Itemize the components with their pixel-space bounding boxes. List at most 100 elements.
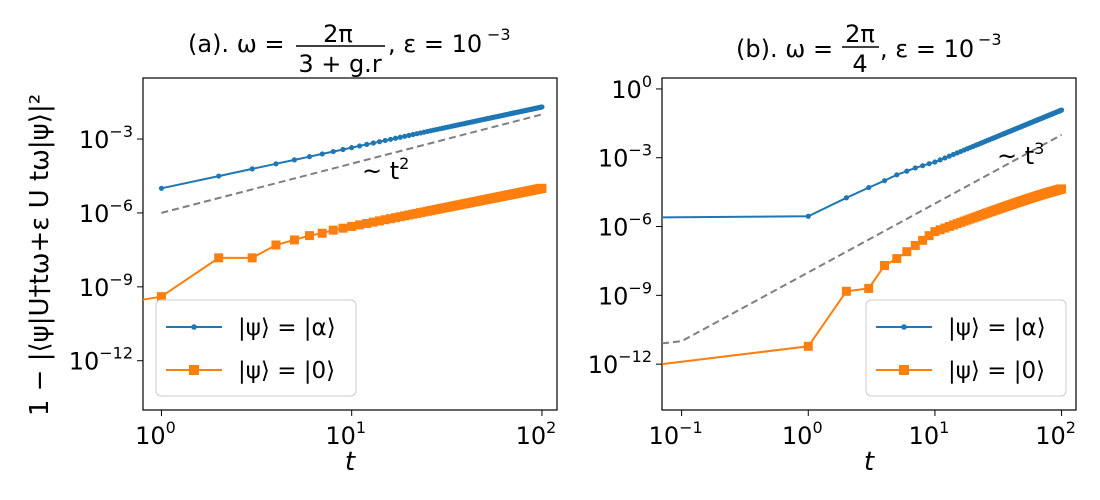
y-tick-label: 10−9 <box>598 278 652 310</box>
panel-b-series-0-point <box>932 159 938 165</box>
y-tick-label: 10−3 <box>598 141 652 173</box>
panel-a-series-0-point <box>392 135 399 141</box>
panel-a-series-1-point <box>537 183 547 193</box>
panel-a-series-1-point <box>386 214 396 224</box>
panel-b-series-0-point <box>937 157 943 163</box>
panel-b-title: (b). ω = 2π 4 , ε = 10 −3 <box>736 20 1002 78</box>
panel-a-series-1-point <box>391 213 401 223</box>
panel-a-series-0-point <box>376 139 383 145</box>
panel-b-series <box>661 107 1067 366</box>
panel-a-series-0-point <box>273 161 279 167</box>
panel-a-legend-entry-alpha: |ψ⟩ = |α⟩ <box>166 315 336 341</box>
legend-label: |ψ⟩ = |α⟩ <box>238 315 336 341</box>
panel-b-plot-frame <box>661 77 1077 411</box>
legend-marker <box>901 324 907 330</box>
panel-a-series-0-point <box>340 146 346 153</box>
panel-b-series-0-point <box>912 165 918 171</box>
panel-b-series-0-point <box>946 153 952 159</box>
panel-a-x-axis-label: t <box>345 447 356 477</box>
panel-a-series-0-point <box>330 148 336 155</box>
panel-b-legend-entry-alpha: |ψ⟩ = |α⟩ <box>876 315 1046 341</box>
y-tick-label: 100 <box>611 72 652 104</box>
panel-b-series-1-point <box>880 261 890 271</box>
panel-a-series-1-point <box>247 253 257 263</box>
panel-a-series-0-point <box>406 132 412 138</box>
x-tick-label: 10−1 <box>649 418 703 450</box>
panel-b-title-frac-den: 4 <box>852 50 867 78</box>
x-tick-label: 100 <box>782 418 823 450</box>
panel-b-series-1-point <box>864 283 874 293</box>
panel-a-title-suffix-exp: −3 <box>487 25 511 44</box>
panel-b-series-1-point <box>924 231 934 241</box>
panel-b-title-suffix-exp: −3 <box>978 30 1002 49</box>
panel-b-series-0-point <box>920 163 926 169</box>
legend-marker <box>899 365 909 375</box>
panel-b-series-0-point <box>805 213 811 219</box>
panel-a-plot-frame <box>142 77 558 411</box>
y-tick-label: 10−12 <box>69 344 133 376</box>
panel-b-title-prefix: (b). ω = <box>736 35 833 63</box>
y-tick-label: 10−6 <box>79 196 133 228</box>
panel-b: (b). ω = 2π 4 , ε = 10 −3 10−1 100 101 1021… <box>588 20 1077 477</box>
panel-a-series-0-point <box>158 185 165 191</box>
panel-a-series-0-point <box>356 143 363 149</box>
panel-a-series-1-point <box>271 240 281 250</box>
panel-a-series-1-point <box>317 228 327 238</box>
panel-b-series-1-point <box>803 341 813 351</box>
panel-b-series-1-point <box>935 225 945 235</box>
panel-a-series-1-point <box>328 225 338 235</box>
legend-label: |ψ⟩ = |α⟩ <box>948 315 1046 341</box>
panel-a-series-1-point <box>214 253 224 263</box>
panel-b-title-frac-num: 2π <box>845 20 875 48</box>
panel-a-legend-entry-zero: |ψ⟩ = |0⟩ <box>166 358 335 384</box>
panel-a-series-1-point <box>289 235 299 245</box>
panel-a-series-0-point <box>306 154 313 160</box>
panel-a-title-prefix: (a). ω = <box>188 30 285 58</box>
x-tick-label: 101 <box>325 418 366 450</box>
panel-b-ticks: 10−1 100 101 102 10−12 10−9 10−6 10−3 100 <box>588 72 1076 450</box>
panel-b-reference-label-prefix: ~ t <box>997 142 1034 170</box>
panel-a-title-frac-num: 2π <box>323 20 353 48</box>
panel-b-title-suffix: , ε = 10 <box>880 35 974 63</box>
panel-a-series-0-point <box>382 137 388 144</box>
panel-b-series-0-point <box>881 178 888 184</box>
y-tick-label: 10−12 <box>588 347 652 379</box>
panel-a-series-1-point <box>374 216 384 226</box>
panel-b-series-0-point <box>866 184 872 191</box>
panel-a-series-0-point <box>539 104 545 110</box>
panel-a-series-0-point <box>387 136 394 142</box>
panel-b-series-0-point <box>942 155 948 161</box>
panel-b-series-1-point <box>930 227 940 237</box>
panel-a-series-1-point <box>347 221 357 231</box>
panel-b-series-1-point <box>902 247 912 257</box>
panel-a-ticks: 100 101 102 10−12 10−9 10−6 10−3 <box>69 122 557 450</box>
panel-a-series-1-point <box>368 217 378 227</box>
panel-b-series-0-point <box>894 172 900 178</box>
y-axis-label: 1 − |⟨ψ|U†tω+ε U tω|ψ⟩|² <box>25 94 55 416</box>
legend-marker <box>189 365 199 375</box>
panel-a-series-1-point <box>156 292 166 302</box>
panel-a-series-1-point <box>304 231 314 241</box>
panel-a-series-0-point <box>397 134 403 140</box>
panel-a-series-0-point <box>402 133 408 139</box>
panel-b-series-1-point <box>910 240 920 250</box>
panel-b-legend-entry-zero: |ψ⟩ = |0⟩ <box>876 358 1045 384</box>
panel-b-reference-line <box>661 133 1063 345</box>
x-tick-label: 102 <box>516 418 557 450</box>
panel-b-legend-box <box>865 299 1067 397</box>
panel-a-title-suffix: , ε = 10 <box>388 30 482 58</box>
panel-a-series-0-point <box>370 140 376 146</box>
legend-label: |ψ⟩ = |0⟩ <box>948 358 1045 384</box>
legend-marker <box>191 324 197 330</box>
panel-a-series-0-point <box>216 173 222 179</box>
panel-a-series-0-point <box>291 157 298 163</box>
panel-a-reference-label-exp: 2 <box>399 154 409 173</box>
panel-b-series-0-point <box>843 195 849 201</box>
panel-a-legend-box <box>155 299 357 397</box>
panel-b-reference-label-exp: 3 <box>1034 139 1044 158</box>
panel-a-series <box>142 104 547 302</box>
panel-a-series-1-point <box>338 223 348 233</box>
panel-b-legend: |ψ⟩ = |α⟩ |ψ⟩ = |0⟩ <box>865 299 1067 397</box>
panel-a-reference-label-prefix: ~ t <box>362 157 399 185</box>
